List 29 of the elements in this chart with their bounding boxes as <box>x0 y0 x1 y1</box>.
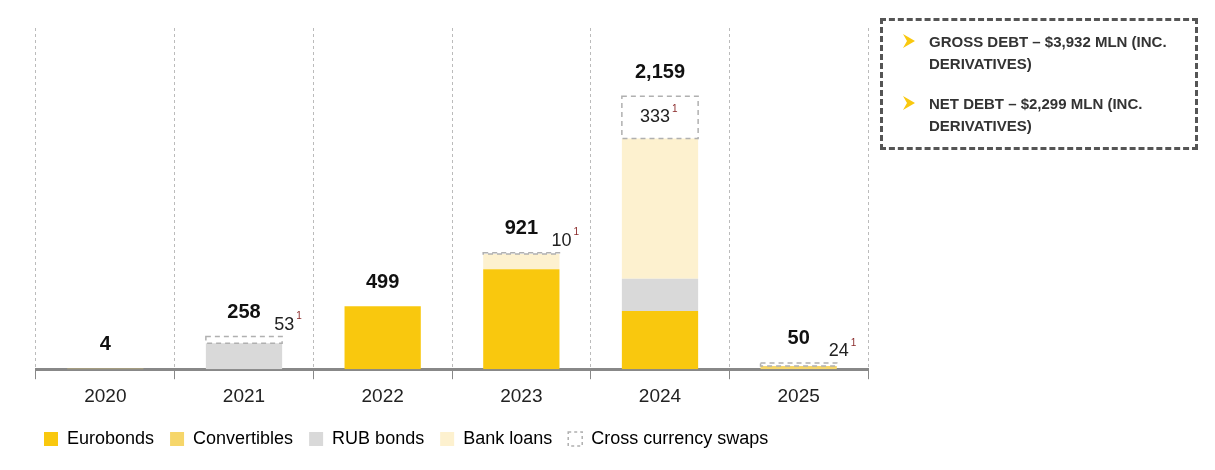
x-tick-label: 2024 <box>638 384 682 406</box>
text: GROSS DEBT – $3,932 MLN (INC. DERIVATIVES) <box>929 32 1168 74</box>
total-label: 4 <box>99 332 112 355</box>
bar <box>344 306 421 370</box>
legend-label: Cross currency swaps <box>591 427 769 448</box>
x-tick-label: 2023 <box>500 384 543 406</box>
bar <box>621 95 699 140</box>
bar <box>621 278 699 312</box>
total-label: 50 <box>787 326 810 349</box>
total-label: 499 <box>365 269 400 292</box>
bar <box>205 335 283 345</box>
bar <box>205 343 283 370</box>
text: NET DEBT – $2,299 MLN (INC. DERIVATIVES) <box>929 94 1144 136</box>
bar <box>483 254 560 270</box>
total-label: 921 <box>504 216 539 239</box>
x-tick-label: 2020 <box>84 384 127 406</box>
x-tick-label: 2025 <box>777 384 820 406</box>
x-tick-label: 2022 <box>361 384 404 406</box>
legend-label: Convertibles <box>193 427 294 448</box>
total-label: 258 <box>227 300 261 323</box>
legend-label: Eurobonds <box>67 427 155 448</box>
x-tick-label: 2021 <box>222 384 266 406</box>
bar <box>482 252 561 255</box>
total-label: 2,159 <box>634 59 686 82</box>
bar <box>483 269 560 370</box>
legend-label: RUB bonds <box>332 427 425 448</box>
bar <box>621 311 699 370</box>
bar <box>621 138 699 279</box>
legend-label: Bank loans <box>463 427 553 448</box>
